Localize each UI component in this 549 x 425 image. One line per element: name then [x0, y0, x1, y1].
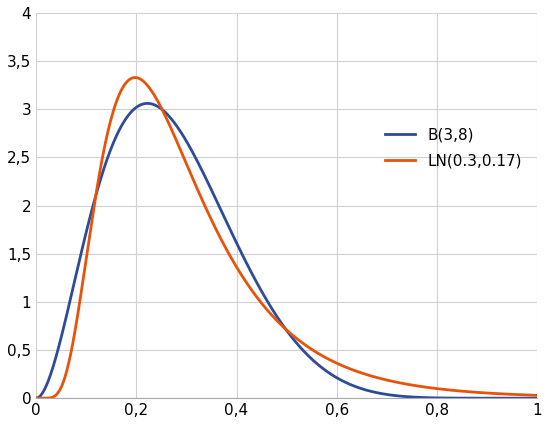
- LN(0.3,0.17): [534, 393, 541, 398]
- LN(0.3,0.17): [433, 386, 440, 391]
- Line: B(3,8): B(3,8): [37, 103, 537, 398]
- B(3,8): [254, 281, 261, 286]
- B(3,8): [424, 395, 430, 400]
- LN(0.3,0.17): [33, 396, 40, 401]
- B(3,8): [534, 396, 540, 401]
- B(3,8): [85, 224, 91, 229]
- B(3,8): [433, 395, 439, 400]
- B(3,8): [144, 101, 150, 106]
- LN(0.3,0.17): [236, 269, 243, 275]
- LN(0.3,0.17): [132, 75, 138, 80]
- Line: LN(0.3,0.17): LN(0.3,0.17): [37, 77, 537, 398]
- B(3,8): [236, 246, 243, 251]
- B(3,8): [377, 391, 384, 396]
- LN(0.3,0.17): [254, 295, 261, 300]
- Legend: B(3,8), LN(0.3,0.17): B(3,8), LN(0.3,0.17): [377, 120, 530, 176]
- B(3,8): [33, 396, 40, 401]
- LN(0.3,0.17): [378, 376, 384, 381]
- LN(0.3,0.17): [424, 385, 431, 390]
- LN(0.3,0.17): [85, 246, 91, 251]
